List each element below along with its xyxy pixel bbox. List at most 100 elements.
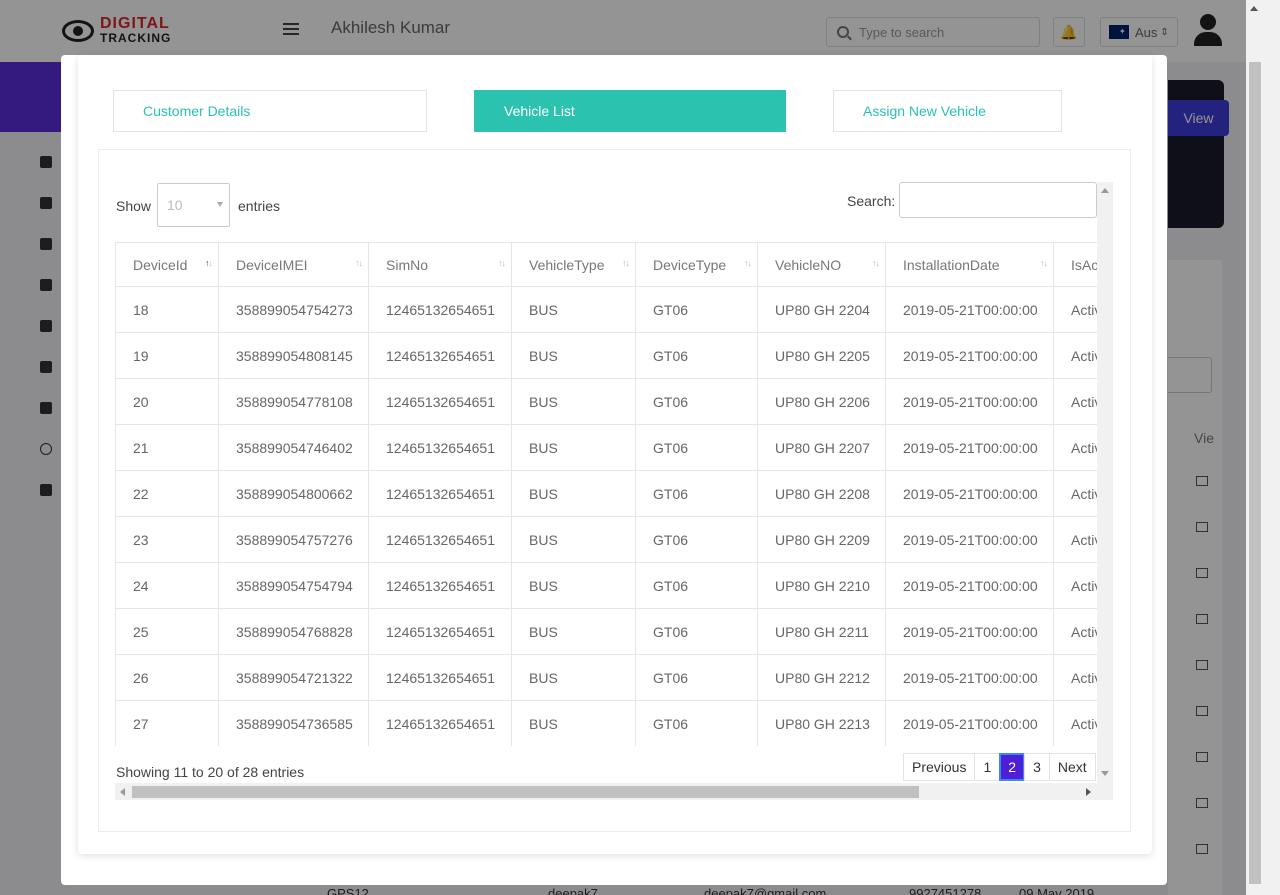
column-header-deviceid[interactable]: DeviceId ↑↓	[115, 242, 219, 287]
table-cell: Active	[1053, 700, 1097, 746]
user-name: Akhilesh Kumar	[331, 18, 451, 37]
view-icon[interactable]	[1196, 844, 1208, 854]
scroll-down-arrow-icon[interactable]	[1101, 771, 1109, 776]
table-cell: BUS	[511, 654, 636, 701]
bg-cell: 09 May 2019	[1019, 886, 1095, 895]
horizontal-scrollbar-thumb[interactable]	[132, 786, 919, 798]
puzzle-icon[interactable]	[40, 402, 52, 414]
tab-assign-new-vehicle[interactable]: Assign New Vehicle	[833, 90, 1062, 132]
table-cell: BUS	[511, 562, 636, 609]
circle-icon[interactable]	[40, 443, 52, 455]
scroll-left-arrow-icon[interactable]	[120, 788, 125, 796]
top-bar: DIGITAL TRACKING Akhilesh Kumar Type to …	[0, 0, 1246, 62]
table-cell: UP80 GH 2210	[757, 562, 886, 609]
table-row: 18 358899054754273 12465132654651 BUS GT06 UP…	[115, 286, 1097, 333]
view-icon[interactable]	[1196, 476, 1208, 486]
table-cell: UP80 GH 2212	[757, 654, 886, 701]
logo[interactable]: DIGITAL TRACKING	[62, 16, 172, 45]
vehicle-table: DeviceId ↑↓ DeviceIMEI ↑↓ SimNo ↑↓ VehicleT…	[115, 242, 1097, 746]
view-icon[interactable]	[1196, 568, 1208, 578]
next-page-button[interactable]: Next	[1048, 753, 1096, 781]
puzzle-icon[interactable]	[40, 238, 52, 250]
puzzle-icon[interactable]	[40, 320, 52, 332]
table-cell: 358899054754273	[218, 286, 369, 333]
table-cell: 358899054778108	[218, 378, 369, 425]
table-cell: 26	[115, 654, 219, 701]
australia-flag-icon	[1109, 25, 1129, 39]
table-info: Showing 11 to 20 of 28 entries	[116, 764, 305, 780]
table-cell: 358899054754794	[218, 562, 369, 609]
entries-per-page-select[interactable]: 10	[157, 183, 230, 227]
view-icon[interactable]	[1196, 706, 1208, 716]
table-cell: 358899054721322	[218, 654, 369, 701]
tab-customer-details[interactable]: Customer Details	[113, 90, 427, 132]
sort-icon: ↑↓	[622, 258, 630, 268]
search-placeholder: Type to search	[859, 24, 945, 40]
bg-cell: deepak7	[548, 886, 598, 895]
table-cell: GT06	[635, 700, 758, 746]
global-search-input[interactable]: Type to search	[826, 17, 1040, 47]
column-header-devicetype[interactable]: DeviceType ↑↓	[635, 242, 758, 287]
puzzle-icon[interactable]	[40, 361, 52, 373]
table-cell: 12465132654651	[368, 378, 512, 425]
bell-icon[interactable]: 🔔	[1053, 17, 1085, 47]
table-cell: 19	[115, 332, 219, 379]
sort-icon: ↑↓	[1040, 258, 1048, 268]
table-cell: 21	[115, 424, 219, 471]
language-select[interactable]: Aus ⇕	[1100, 17, 1178, 47]
table-cell: 358899054800662	[218, 470, 369, 517]
table-cell: 12465132654651	[368, 608, 512, 655]
vehicle-list-panel	[98, 149, 1131, 832]
table-cell: Active	[1053, 378, 1097, 425]
puzzle-icon[interactable]	[40, 197, 52, 209]
table-cell: 23	[115, 516, 219, 563]
column-header-vehicleno[interactable]: VehicleNO ↑↓	[757, 242, 886, 287]
page-scrollbar-thumb[interactable]	[1249, 62, 1261, 884]
column-header-vehicletype[interactable]: VehicleType ↑↓	[511, 242, 636, 287]
show-label: Show	[116, 198, 152, 214]
puzzle-icon[interactable]	[40, 484, 52, 496]
previous-page-button[interactable]: Previous	[903, 753, 976, 781]
table-cell: UP80 GH 2211	[757, 608, 886, 655]
table-cell: 2019-05-21T00:00:00	[885, 654, 1054, 701]
view-icon[interactable]	[1196, 614, 1208, 624]
view-icon[interactable]	[1196, 522, 1208, 532]
page-button-2[interactable]: 2	[999, 753, 1026, 781]
table-cell: BUS	[511, 608, 636, 655]
menu-toggle-icon[interactable]	[283, 23, 299, 37]
table-cell: UP80 GH 2213	[757, 700, 886, 746]
eye-icon	[62, 20, 94, 42]
column-header-installationdate[interactable]: InstallationDate ↑↓	[885, 242, 1054, 287]
scroll-up-arrow-icon[interactable]	[1250, 6, 1258, 11]
scroll-up-arrow-icon[interactable]	[1101, 188, 1109, 193]
puzzle-icon[interactable]	[40, 156, 52, 168]
scroll-right-arrow-icon[interactable]	[1086, 788, 1091, 796]
table-cell: 358899054768828	[218, 608, 369, 655]
page-button-3[interactable]: 3	[1024, 753, 1050, 781]
table-cell: GT06	[635, 424, 758, 471]
table-cell: 27	[115, 700, 219, 746]
language-label: Aus	[1135, 24, 1158, 40]
column-header-simno[interactable]: SimNo ↑↓	[368, 242, 512, 287]
view-icon[interactable]	[1196, 798, 1208, 808]
table-vertical-scrollbar[interactable]	[1097, 182, 1113, 783]
view-icon[interactable]	[1196, 752, 1208, 762]
table-cell: 24	[115, 562, 219, 609]
table-cell: 18	[115, 286, 219, 333]
table-search-input[interactable]	[899, 182, 1097, 218]
bg-cell: deepak7@gmail.com	[704, 886, 827, 895]
view-icon[interactable]	[1196, 660, 1208, 670]
column-header-deviceimei[interactable]: DeviceIMEI ↑↓	[218, 242, 369, 287]
column-header-isactive[interactable]: IsActive	[1053, 242, 1097, 287]
puzzle-icon[interactable]	[40, 279, 52, 291]
logo-line2: TRACKING	[100, 31, 172, 45]
background-search-input[interactable]	[1168, 357, 1212, 393]
view-button[interactable]: View	[1168, 100, 1229, 136]
table-cell: UP80 GH 2208	[757, 470, 886, 517]
table-cell: 12465132654651	[368, 470, 512, 517]
tab-vehicle-list[interactable]: Vehicle List	[474, 90, 786, 132]
user-avatar[interactable]	[1193, 14, 1223, 46]
chevron-updown-icon: ⇕	[1160, 26, 1169, 38]
page-button-1[interactable]: 1	[974, 753, 1001, 781]
sort-icon: ↑↓	[744, 258, 752, 268]
